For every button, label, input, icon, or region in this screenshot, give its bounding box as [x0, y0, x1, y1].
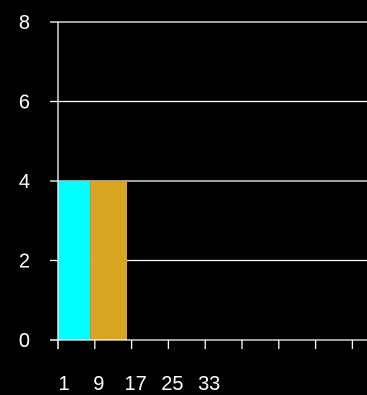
y-tick-label-0: 0 — [19, 330, 30, 352]
bar-1 — [58, 181, 91, 340]
x-tick-label-1: 1 — [58, 373, 69, 395]
bars — [58, 181, 127, 340]
y-tick-label-6: 6 — [19, 92, 30, 114]
x-tick-label-25: 25 — [161, 373, 183, 395]
axes — [50, 21, 367, 349]
x-tick-label-33: 33 — [198, 373, 220, 395]
x-tick-label-17: 17 — [124, 373, 146, 395]
bar-2 — [90, 181, 127, 340]
y-tick-label-4: 4 — [19, 171, 30, 193]
y-tick-label-8: 8 — [19, 12, 30, 34]
x-tick-label-9: 9 — [93, 373, 104, 395]
tick-labels: 0 2 4 6 8 1 9 17 25 33 — [19, 12, 220, 395]
y-tick-label-2: 2 — [19, 251, 30, 273]
